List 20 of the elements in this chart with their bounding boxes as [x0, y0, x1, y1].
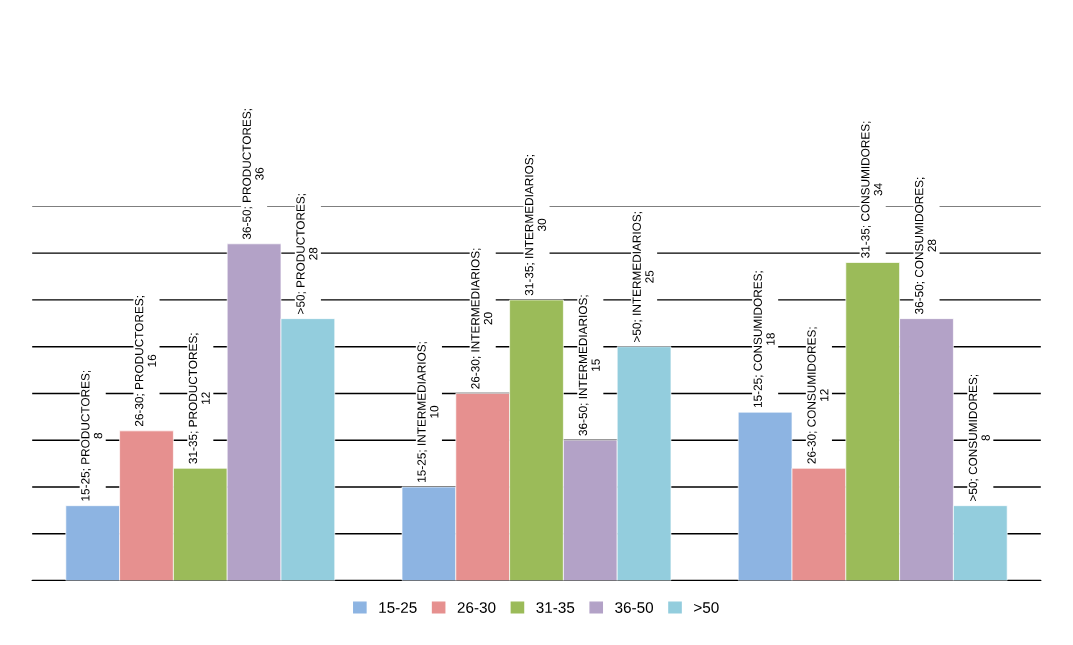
data-label: 15-25; PRODUCTORES; 8 — [81, 370, 103, 501]
data-label: 15-25; CONSUMIDORES; 18 — [753, 271, 775, 408]
legend-label: 26-30 — [457, 602, 496, 613]
data-label: >50; INTERMEDIARIOS; 25 — [632, 212, 654, 342]
data-label: 31-35; PRODUCTORES; 12 — [188, 333, 210, 464]
legend-label: 36-50 — [615, 602, 654, 613]
data-label: 36-50; PRODUCTORES; 36 — [242, 109, 264, 240]
data-label: 31-35; CONSUMIDORES; 34 — [861, 121, 883, 258]
data-label: 26-30; CONSUMIDORES; 12 — [807, 327, 829, 464]
data-label: 15-25; INTERMEDIARIOS; 10 — [417, 342, 439, 482]
data-label: >50; CONSUMIDORES; 8 — [968, 374, 990, 501]
legend-label: 15-25 — [379, 602, 417, 613]
data-label: 26-30; INTERMEDIARIOS; 20 — [471, 248, 493, 389]
legend-label: 31-35 — [536, 602, 575, 613]
legend-label: >50 — [694, 602, 719, 613]
data-label: 36-50; CONSUMIDORES; 28 — [914, 177, 937, 315]
data-label: 26-30; PRODUCTORES; 16 — [134, 296, 157, 427]
data-label: >50; PRODUCTORES; 28 — [296, 194, 318, 314]
data-label: 31-35; INTERMEDIARIOS; 30 — [524, 155, 547, 296]
data-label: 36-50; INTERMEDIARIOS; 15 — [578, 295, 600, 436]
